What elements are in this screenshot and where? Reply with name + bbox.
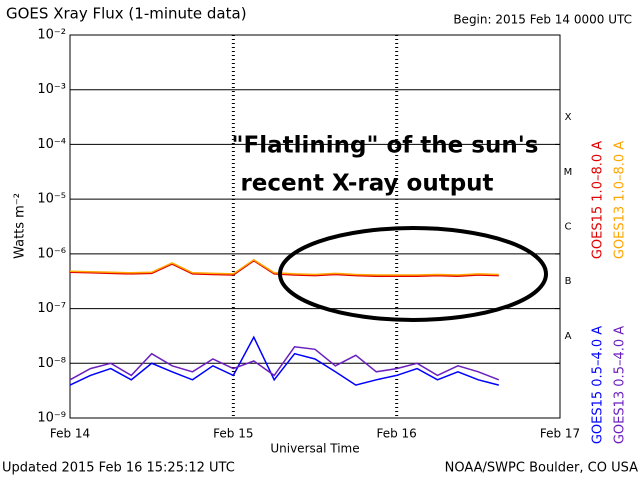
flare-class-label: X: [565, 112, 572, 123]
y-tick-label: 10⁻⁶: [37, 246, 66, 261]
y-tick-label: 10⁻⁸: [37, 356, 66, 371]
series-line: [69, 346, 500, 381]
y-tick-label: 10⁻²: [37, 28, 66, 43]
plot-area: 10⁻⁹ 10⁻⁸ 10⁻⁷ 10⁻⁶ 10⁻⁵ 10⁻⁴ 10⁻³ 10⁻² Feb 14 Fe…: [37, 28, 580, 441]
x-tick-label: Feb 17: [540, 427, 580, 441]
highlight-ellipse: [278, 226, 548, 322]
x-tick-label: Feb 15: [213, 427, 253, 441]
y-tick-label: 10⁻⁷: [37, 301, 66, 316]
footer-left: Updated 2015 Feb 16 15:25:12 UTC: [2, 461, 235, 476]
y-axis-label: Watts m⁻²: [13, 193, 28, 259]
legend-label: GOES13 0.5–4.0 A: [613, 326, 628, 444]
flare-class-label: M: [564, 167, 573, 178]
annotation: "Flatlining" of the sun's: [232, 133, 539, 159]
legend-label: GOES15 1.0–8.0 A: [591, 141, 606, 259]
y-tick-label: 10⁻³: [37, 82, 66, 97]
chart-subtitle: Begin: 2015 Feb 14 0000 UTC: [453, 13, 632, 27]
x-axis-label: Universal Time: [270, 442, 359, 456]
series-line: [69, 259, 499, 277]
annotation: recent X-ray output: [240, 171, 493, 197]
chart-title: GOES Xray Flux (1-minute data): [6, 5, 247, 23]
flare-class-label: C: [565, 222, 572, 233]
x-tick-label: Feb 16: [376, 427, 416, 441]
series-line: [69, 258, 499, 276]
legend-label: GOES15 0.5–4.0 A: [591, 326, 606, 444]
y-tick-label: 10⁻⁴: [37, 137, 66, 152]
flare-class-label: A: [565, 331, 572, 342]
footer-right: NOAA/SWPC Boulder, CO USA: [445, 461, 638, 476]
legend-label: GOES13 1.0–8.0 A: [613, 141, 628, 259]
series-line: [69, 335, 499, 386]
y-tick-label: 10⁻⁵: [37, 192, 66, 207]
x-tick-label: Feb 14: [50, 427, 90, 441]
y-tick-label: 10⁻⁹: [37, 411, 66, 426]
plot-frame: [69, 34, 561, 419]
flare-class-label: B: [565, 276, 572, 287]
